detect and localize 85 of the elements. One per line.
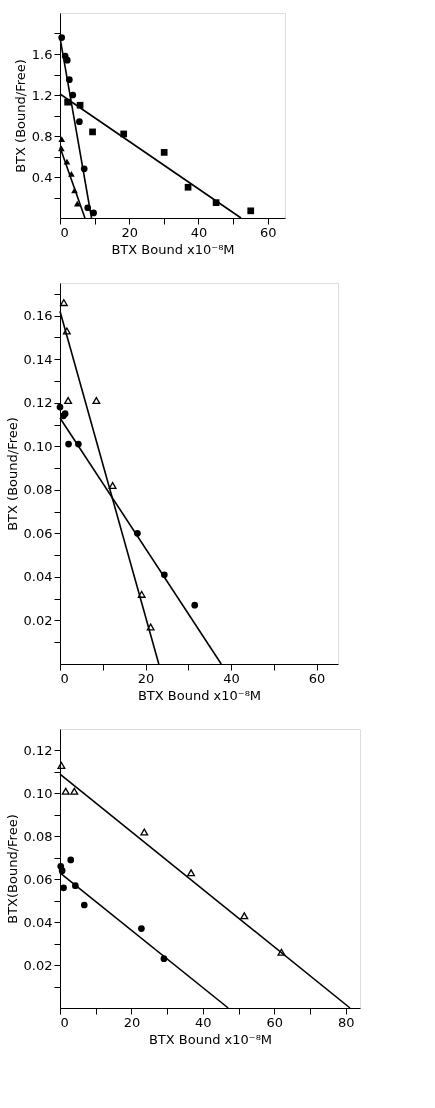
point xyxy=(138,925,145,932)
point xyxy=(80,901,88,909)
y-tick-label: 0.14 xyxy=(23,351,53,367)
point xyxy=(80,165,88,173)
y-tick-label: 0.08 xyxy=(23,828,53,844)
point xyxy=(72,882,79,890)
point xyxy=(134,530,141,537)
point xyxy=(84,204,92,212)
y-axis-title: BTX(Bound/Free) xyxy=(4,814,20,924)
point xyxy=(247,207,255,215)
point xyxy=(90,209,97,217)
x-tick-label: 60 xyxy=(259,224,277,240)
point xyxy=(191,601,199,609)
point xyxy=(71,187,78,194)
point xyxy=(59,299,68,307)
point xyxy=(58,136,66,142)
x-tick-label: 0 xyxy=(60,1014,69,1030)
point xyxy=(63,158,71,165)
y-tick-label: 0.04 xyxy=(23,569,53,585)
x-tick-label: 80 xyxy=(337,1014,355,1030)
point xyxy=(67,856,75,864)
point xyxy=(58,867,66,874)
point xyxy=(92,397,101,405)
point xyxy=(212,199,220,206)
y-tick-label: 0.08 xyxy=(23,482,53,498)
point xyxy=(64,397,73,405)
point xyxy=(61,787,70,795)
point xyxy=(64,98,71,106)
x-axis-title: BTX Bound x10⁻⁸M xyxy=(137,687,262,703)
point xyxy=(76,101,84,109)
point xyxy=(58,34,66,41)
point xyxy=(146,623,155,631)
point xyxy=(240,912,249,920)
point xyxy=(161,571,168,579)
y-tick-label: 1.6 xyxy=(31,46,53,62)
point xyxy=(58,145,65,152)
point xyxy=(65,76,73,83)
point xyxy=(76,118,83,125)
y-tick-label: 0.16 xyxy=(23,308,53,324)
x-tick-label: 60 xyxy=(266,1014,284,1030)
x-axis-title: BTX Bound x10⁻⁸M xyxy=(111,241,235,257)
point xyxy=(137,590,146,598)
point xyxy=(184,183,192,191)
point xyxy=(68,171,75,177)
point xyxy=(65,440,72,448)
x-tick-label: 20 xyxy=(123,1014,141,1030)
point xyxy=(60,884,67,892)
point xyxy=(69,91,77,99)
point xyxy=(277,948,286,956)
point xyxy=(108,481,117,490)
y-tick-label: 0.8 xyxy=(31,128,53,144)
x-tick-label: 0 xyxy=(60,224,69,240)
y-tick-label: 1.2 xyxy=(31,87,53,103)
y-axis-title: BTX (Bound/Free) xyxy=(4,417,20,531)
x-tick-label: 40 xyxy=(195,1014,212,1030)
x-tick-label: 40 xyxy=(223,670,240,686)
point xyxy=(187,869,196,877)
x-tick-label: 0 xyxy=(60,670,69,686)
point xyxy=(62,327,71,335)
point xyxy=(70,787,79,795)
y-tick-label: 0.02 xyxy=(23,612,53,628)
point xyxy=(73,200,81,207)
point xyxy=(75,440,82,448)
y-tick-label: 0.02 xyxy=(23,957,53,973)
y-tick-label: 0.06 xyxy=(23,525,53,541)
point xyxy=(140,828,149,836)
y-tick-label: 0.10 xyxy=(23,785,53,801)
y-tick-label: 0.12 xyxy=(23,395,53,411)
point xyxy=(89,128,96,136)
point xyxy=(120,130,128,138)
y-axis-title: BTX (Bound/Free) xyxy=(12,59,28,173)
x-tick-label: 20 xyxy=(121,224,138,240)
y-tick-label: 0.10 xyxy=(23,438,53,454)
x-axis-title: BTX Bound x10⁻⁸M xyxy=(148,1031,273,1047)
y-tick-label: 0.12 xyxy=(23,742,53,758)
point xyxy=(160,149,168,156)
point xyxy=(56,403,64,411)
y-tick-label: 0.4 xyxy=(31,169,53,185)
x-tick-label: 20 xyxy=(137,670,155,686)
x-tick-label: 40 xyxy=(190,224,208,240)
point xyxy=(160,955,168,962)
point xyxy=(63,56,71,64)
y-tick-label: 0.06 xyxy=(23,871,53,887)
y-tick-label: 0.04 xyxy=(23,914,53,930)
x-tick-label: 60 xyxy=(308,670,326,686)
